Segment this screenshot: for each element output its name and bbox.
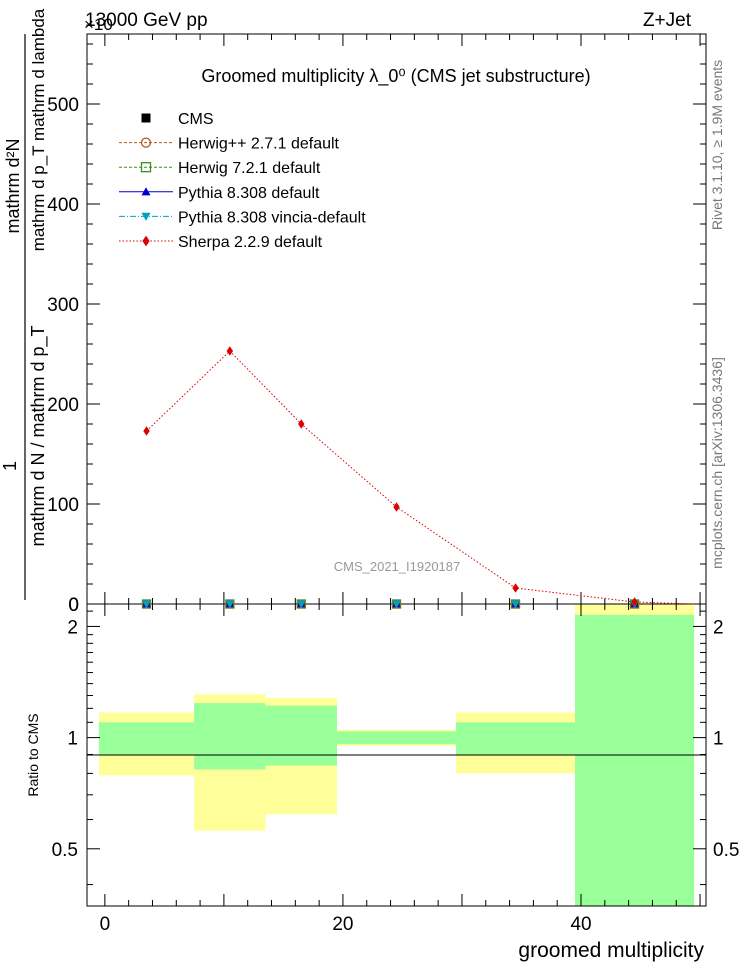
- vincia-point: [142, 600, 152, 609]
- ratio-ytick-label-right: 2: [713, 617, 724, 638]
- vincia-point: [511, 600, 521, 609]
- side-label-bottom: mcplots.cern.ch [arXiv:1306.3436]: [709, 357, 725, 569]
- legend-item: Herwig 7.2.1 default: [119, 160, 321, 177]
- watermark: CMS_2021_I1920187: [334, 559, 461, 574]
- main-ticks: 0 100 200 300 400 500: [47, 34, 706, 616]
- sherpa-point: [631, 597, 638, 607]
- legend-marker: [142, 235, 150, 247]
- ratio-band-inner-5: [575, 614, 695, 906]
- legend-marker: [140, 137, 152, 148]
- legend-marker: [141, 113, 151, 123]
- sherpa-point: [298, 419, 305, 429]
- legend-label: Pythia 8.308 vincia-default: [178, 209, 366, 226]
- main-ytick-label: 100: [47, 495, 79, 516]
- vincia-point: [225, 600, 235, 609]
- ylabel-denominator: mathrm d N / mathrm d p_T: [28, 325, 49, 546]
- ratio-band-inner-1: [194, 703, 266, 770]
- main-ytick-label: 0: [68, 595, 79, 616]
- ratio-ticks: 0.5 0.51 12 20 20 400: [52, 595, 740, 935]
- ratio-ytick-label-left: 2: [67, 617, 78, 638]
- ratio-ytick-label-left: 1: [67, 729, 78, 750]
- legend-marker: [141, 212, 151, 221]
- main-ytick-label: 200: [47, 395, 79, 416]
- legend-label: Pythia 8.308 default: [178, 185, 320, 202]
- legend-label: Herwig 7.2.1 default: [178, 160, 321, 177]
- vincia-point: [392, 600, 401, 609]
- main-ylabel: mathrm d²N mathrm d p_T mathrm d lambda …: [0, 8, 49, 600]
- ratio-ytick-label-right: 1: [713, 729, 724, 750]
- legend-label: CMS: [178, 111, 214, 128]
- ratio-xtick-label: 0: [100, 914, 111, 935]
- legend-item: Pythia 8.308 default: [119, 185, 320, 202]
- sherpa-point: [393, 502, 400, 512]
- ylabel-one: 1: [0, 461, 20, 471]
- ylabel-sub: mathrm d p_T mathrm d lambda: [29, 8, 48, 251]
- header-exponent: ×10: [84, 15, 113, 34]
- ratio-xlabel: groomed multiplicity: [518, 939, 704, 962]
- ratio-ytick-label-left: 0.5: [52, 840, 78, 861]
- legend-item: CMS: [141, 111, 214, 128]
- legend-marker: [140, 162, 152, 173]
- main-ytick-label: 500: [47, 95, 79, 116]
- sherpa-point: [143, 426, 150, 436]
- vincia-point: [296, 600, 306, 609]
- legend-label: Herwig++ 2.7.1 default: [178, 136, 340, 153]
- legend-item: Pythia 8.308 vincia-default: [119, 209, 366, 226]
- legend-item: Sherpa 2.2.9 default: [119, 234, 323, 251]
- legend-label: Sherpa 2.2.9 default: [178, 234, 323, 251]
- header-right: Z+Jet: [643, 10, 692, 31]
- ratio-ytick-label-right: 0.5: [713, 840, 739, 861]
- header-left: 13000 GeV pp: [85, 10, 208, 31]
- sherpa-point: [226, 346, 234, 356]
- main-ytick-label: 0: [68, 595, 79, 616]
- ratio-ylabel: Ratio to CMS: [25, 713, 41, 796]
- ratio-xtick-label: 20: [332, 914, 353, 935]
- side-label-top: Rivet 3.1.10, ≥ 1.9M events: [709, 60, 725, 230]
- main-ytick-label: 400: [47, 195, 79, 216]
- legend-marker: [141, 187, 151, 196]
- legend: CMS Herwig++ 2.7.1 default Herwig 7.2.1 de…: [119, 111, 366, 251]
- ylabel-numerator: mathrm d²N: [3, 138, 23, 233]
- main-ytick-label: 300: [47, 295, 79, 316]
- ratio-xtick-label: 40: [570, 914, 591, 935]
- ratio-band-inner-3: [336, 731, 457, 745]
- main-series: [141, 346, 695, 609]
- legend-item: Herwig++ 2.7.1 default: [119, 136, 340, 153]
- plot-title: Groomed multiplicity λ_0⁰ (CMS jet subst…: [201, 66, 590, 87]
- ratio-band-inner-0: [98, 722, 195, 755]
- ratio-band-inner-4: [456, 722, 576, 755]
- sherpa-point: [512, 583, 519, 593]
- ratio-band-inner-2: [265, 705, 337, 766]
